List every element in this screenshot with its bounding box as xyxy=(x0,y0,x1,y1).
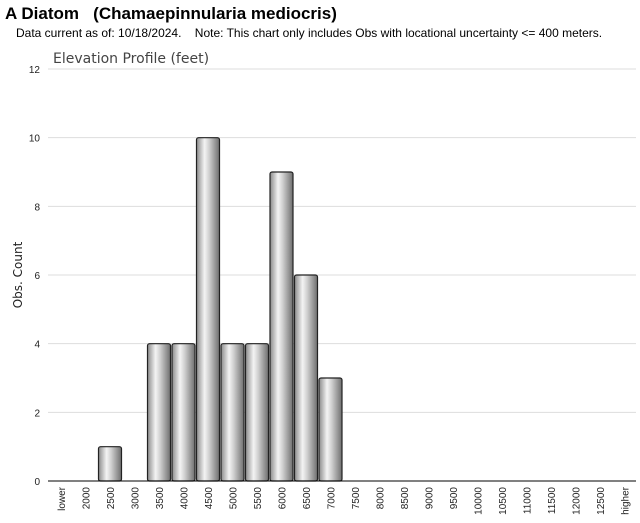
x-tick-label: 9000 xyxy=(425,487,436,510)
x-tick-label: 5000 xyxy=(229,487,240,510)
x-tick-label: 2000 xyxy=(82,487,93,510)
x-tick-label: 8000 xyxy=(376,487,387,510)
x-tick-label: 5500 xyxy=(253,487,264,510)
x-tick-label: 12500 xyxy=(596,487,607,515)
x-tick-label: 4500 xyxy=(204,487,215,510)
bar-7000 xyxy=(318,377,343,482)
x-tick-label: 2500 xyxy=(106,487,117,510)
x-tick-label: lower xyxy=(57,486,68,511)
y-tick-label: 6 xyxy=(34,271,40,282)
y-tick-label: 10 xyxy=(29,134,41,145)
y-tick-label: 2 xyxy=(34,408,40,419)
y-tick-label: 4 xyxy=(34,340,40,351)
y-axis-label: Obs. Count xyxy=(11,241,25,308)
x-tick-label: 6500 xyxy=(302,487,313,510)
bar-6000 xyxy=(269,171,294,482)
bar-4500 xyxy=(195,137,221,482)
x-tick-label: 12000 xyxy=(572,487,583,515)
x-tick-label: 10000 xyxy=(474,487,485,515)
bar-5000 xyxy=(220,343,245,482)
x-tick-label: 10500 xyxy=(498,487,509,515)
bar-6500 xyxy=(293,274,319,482)
bar-4000 xyxy=(171,343,196,482)
y-tick-label: 0 xyxy=(34,477,40,488)
x-tick-label: 3000 xyxy=(131,487,142,510)
chart-subtitle: Data current as of: 10/18/2024. Note: Th… xyxy=(16,26,603,40)
x-tick-label: 7000 xyxy=(327,487,338,510)
x-tick-label: 9500 xyxy=(449,487,460,510)
x-tick-label: 3500 xyxy=(155,487,166,510)
bar-5500 xyxy=(244,343,270,482)
plot-title: Elevation Profile (feet) xyxy=(53,51,209,67)
x-tick-label: 11000 xyxy=(523,487,534,515)
x-tick-label: 7500 xyxy=(351,487,362,510)
x-tick-label: 11500 xyxy=(547,487,558,515)
y-tick-label: 12 xyxy=(29,65,41,76)
x-tick-label: higher xyxy=(621,486,632,514)
chart-title: A Diatom (Chamaepinnularia mediocris) xyxy=(5,4,337,23)
x-tick-label: 6000 xyxy=(278,487,289,510)
bar-3500 xyxy=(146,343,172,482)
x-tick-label: 4000 xyxy=(180,487,191,510)
x-tick-label: 8500 xyxy=(400,487,411,510)
bar-2500 xyxy=(97,446,123,482)
y-tick-label: 8 xyxy=(34,202,40,213)
